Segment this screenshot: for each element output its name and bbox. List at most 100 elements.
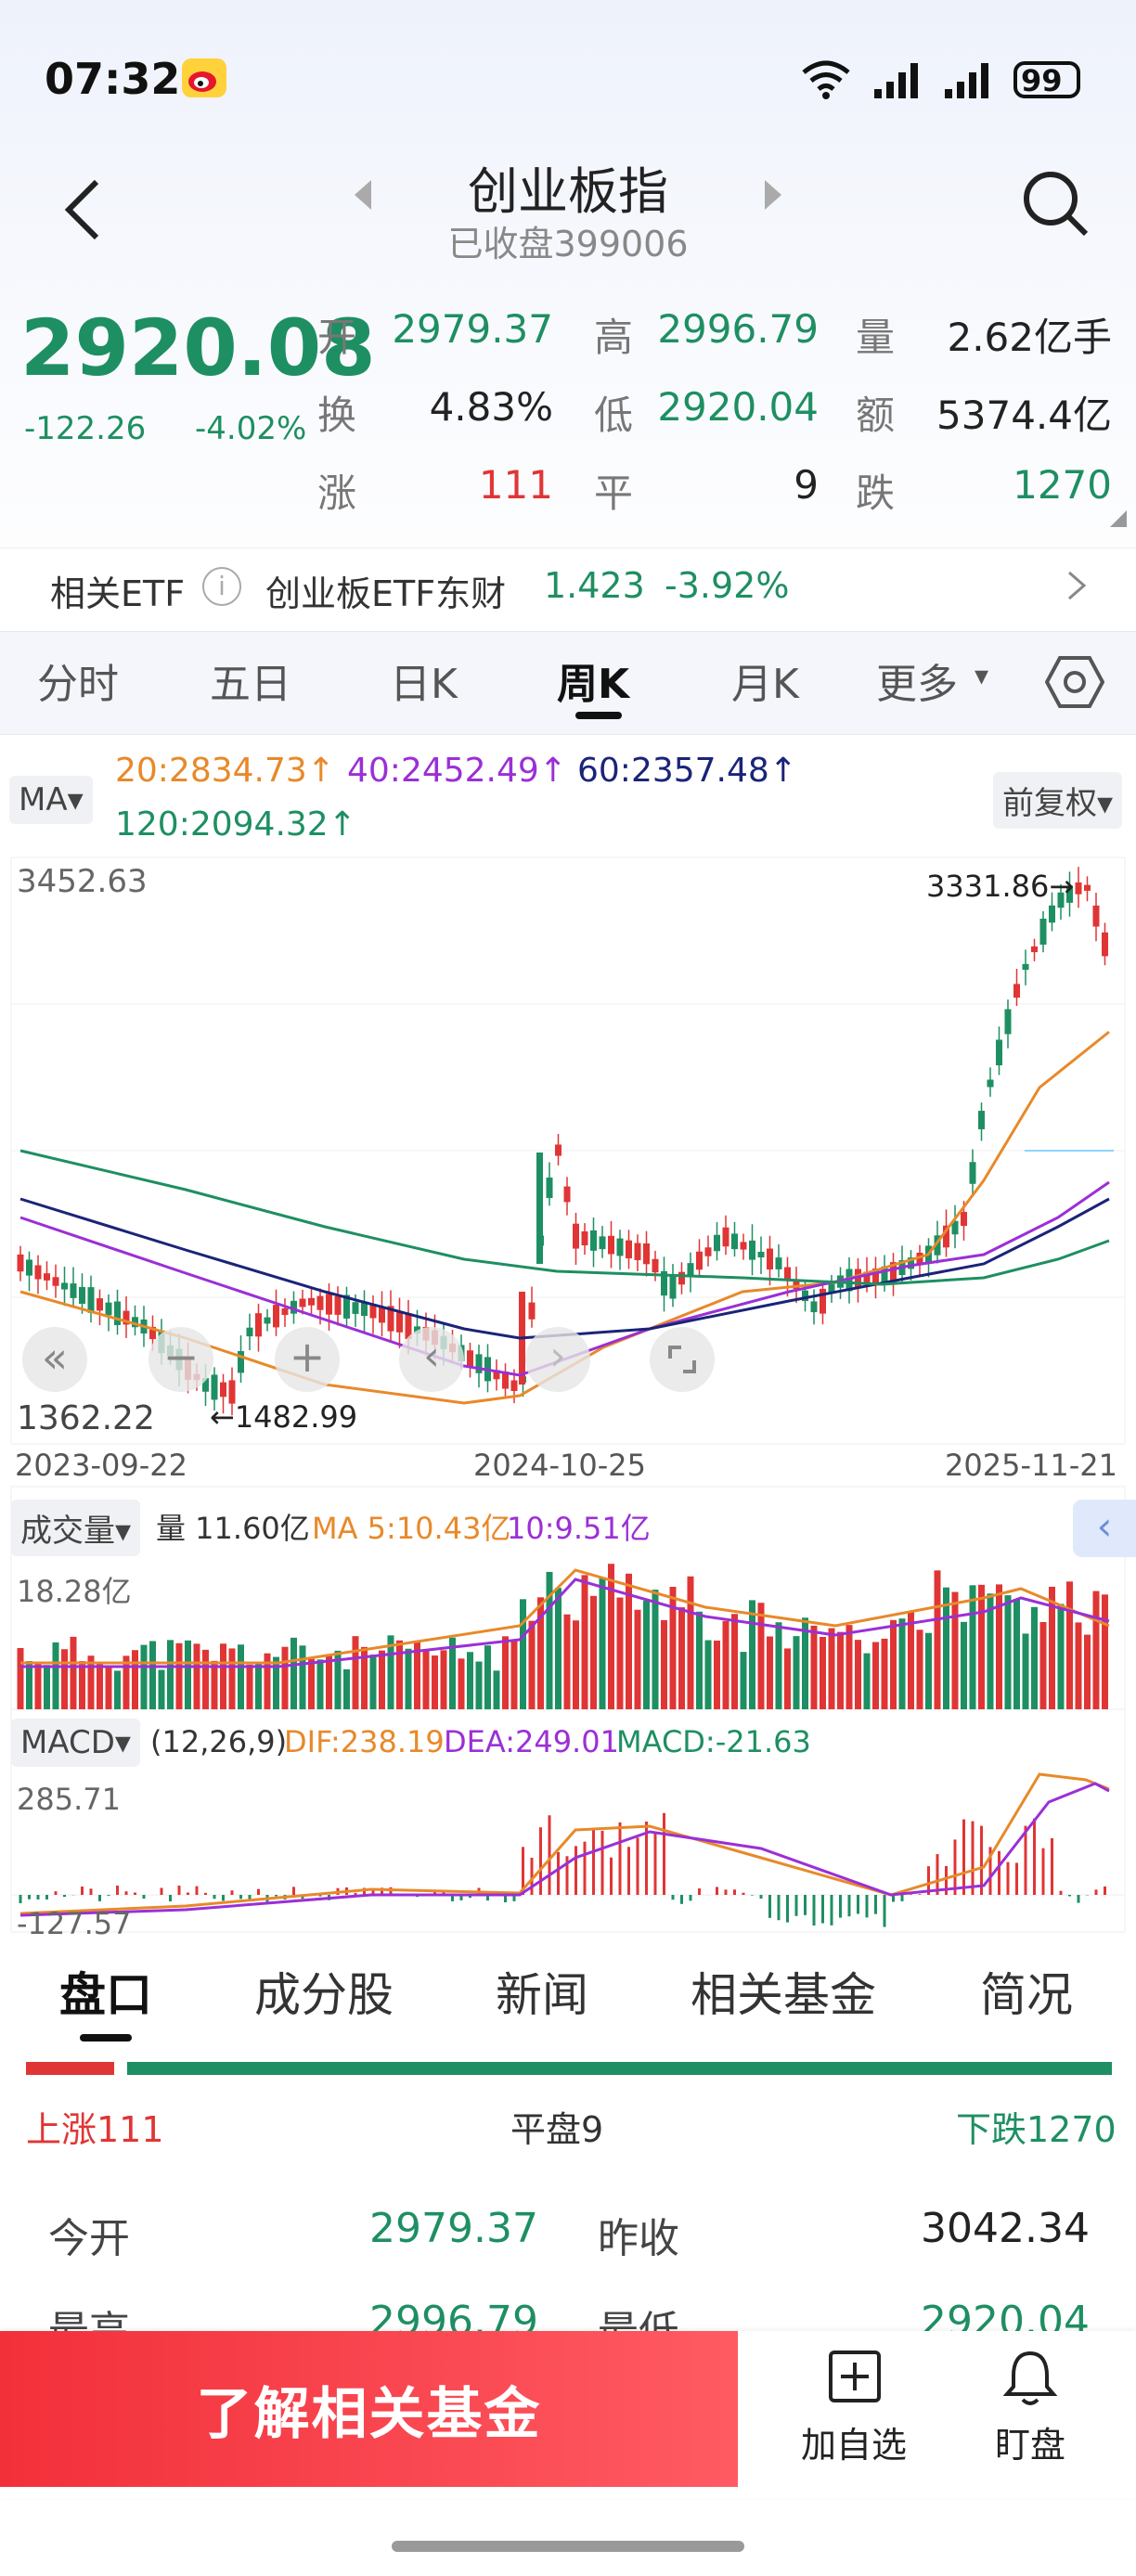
volume-bar	[175, 1642, 183, 1709]
period-tab[interactable]: 日K	[390, 661, 458, 708]
candle-body	[1013, 984, 1020, 998]
bottom-tab[interactable]: 新闻	[496, 1968, 588, 2022]
monitor-button[interactable]: 盯盘	[956, 2350, 1104, 2479]
fullscreen-icon[interactable]	[650, 1327, 715, 1392]
volume-selector[interactable]: 成交量▾	[11, 1500, 141, 1556]
bottom-tabs: 盘口 成分股 新闻 相关基金 简况	[0, 1941, 1136, 2053]
period-tab[interactable]: 月K	[731, 661, 799, 708]
volume-bar	[220, 1643, 226, 1709]
volume-bar	[467, 1652, 473, 1709]
candle-body	[387, 1306, 394, 1332]
candle-body	[810, 1301, 818, 1313]
volume-bar	[105, 1668, 112, 1709]
macd-bar	[892, 1895, 895, 1902]
pan-right-icon[interactable]: ›	[525, 1327, 590, 1392]
period-tab[interactable]: 五日	[210, 661, 291, 708]
volume-bar	[61, 1649, 68, 1709]
stat-prev-close-value: 3042.34	[921, 2205, 1090, 2252]
macd-bar	[583, 1841, 587, 1895]
macd-bar	[716, 1887, 718, 1895]
ma20-value: 20:2834.73↑	[115, 752, 335, 790]
period-tab[interactable]: 更多	[876, 661, 958, 708]
adjust-selector[interactable]: 前复权▾	[993, 772, 1123, 829]
top-background	[0, 0, 1136, 631]
macd-bar	[557, 1851, 560, 1895]
macd-bar	[81, 1887, 84, 1895]
bottom-tab[interactable]: 简况	[980, 1968, 1073, 2022]
period-tab[interactable]: 周K	[557, 661, 630, 708]
macd-bar	[592, 1828, 595, 1895]
volume-bar	[1092, 1591, 1100, 1709]
candle-body	[97, 1298, 103, 1311]
prev-index-icon[interactable]	[351, 176, 373, 217]
bottom-tab[interactable]: 成分股	[254, 1968, 394, 2022]
candle-body	[87, 1287, 95, 1313]
bottom-tab[interactable]: 盘口	[59, 1968, 152, 2022]
volume-bar	[238, 1644, 244, 1709]
candle-body	[343, 1294, 350, 1319]
ma120-value: 120:2094.32↑	[115, 805, 356, 844]
next-index-icon[interactable]	[763, 176, 785, 217]
ma-selector[interactable]: MA▾	[9, 776, 93, 824]
back-icon[interactable]	[56, 173, 111, 247]
price-change-pct: -4.02%	[195, 410, 307, 447]
volume-bar	[255, 1664, 262, 1709]
macd-bar	[124, 1891, 128, 1895]
macd-bar	[19, 1895, 22, 1904]
candle-body	[969, 1162, 976, 1184]
search-icon[interactable]	[1019, 167, 1093, 245]
volume-bar	[70, 1636, 77, 1709]
learn-funds-button[interactable]: 了解相关基金	[0, 2331, 738, 2487]
volume-bar	[820, 1637, 826, 1709]
breadth-bar	[26, 2062, 1112, 2075]
macd-params: (12,26,9)	[150, 1724, 288, 1759]
candle-body	[326, 1294, 332, 1315]
zoom-out-icon[interactable]: −	[148, 1327, 213, 1392]
macd-bar	[600, 1830, 604, 1895]
candle-body	[740, 1242, 747, 1250]
breadth-up-label: 上涨111	[26, 2109, 164, 2150]
info-icon[interactable]: i	[202, 567, 241, 606]
breadth-down-label: 下跌1270	[956, 2109, 1117, 2150]
breadth-down-bar	[127, 2062, 1112, 2075]
macd-selector[interactable]: MACD▾	[11, 1719, 140, 1767]
chart-settings-icon[interactable]	[1044, 652, 1105, 715]
macd-bar	[847, 1895, 851, 1917]
macd-dea-line	[19, 1782, 1110, 1917]
macd-bar	[768, 1895, 771, 1918]
zoom-out-fast-icon[interactable]: «	[22, 1327, 87, 1392]
collapse-panel-icon[interactable]: ‹	[1073, 1500, 1136, 1557]
candle-body	[961, 1211, 967, 1227]
candle-body	[114, 1301, 121, 1325]
macd-dif-line	[19, 1772, 1110, 1915]
volume-bar	[510, 1641, 518, 1709]
period-tab[interactable]: 分时	[37, 661, 119, 708]
candle-body	[704, 1247, 712, 1256]
pan-left-icon[interactable]: ‹	[399, 1327, 464, 1392]
volume-bar	[555, 1588, 562, 1709]
vol-ma5: MA 5:10.43亿	[312, 1511, 511, 1546]
candle-body	[634, 1243, 641, 1260]
candle-body	[757, 1251, 765, 1258]
bottom-tab[interactable]: 相关基金	[691, 1968, 876, 2022]
macd-bar	[1033, 1818, 1036, 1895]
weibo-icon	[181, 58, 227, 98]
volume-bar	[1031, 1606, 1038, 1709]
volume-bar	[669, 1587, 677, 1709]
volume-bar	[246, 1664, 253, 1709]
macd-bar	[900, 1895, 904, 1901]
quote-label: 量	[856, 315, 896, 360]
candle-body	[608, 1235, 614, 1255]
date-mid: 2024-10-25	[473, 1448, 646, 1483]
volume-bar	[652, 1590, 659, 1709]
macd-bar	[363, 1887, 366, 1895]
add-watchlist-button[interactable]: 加自选	[780, 2350, 928, 2479]
macd-value: MACD:-21.63	[616, 1724, 811, 1759]
candle-body	[581, 1230, 588, 1246]
candle-body	[396, 1312, 403, 1333]
related-etf-row[interactable]: 相关ETF i 创业板ETF东财 1.423 -3.92%	[0, 547, 1136, 623]
macd-min-label: -127.57	[17, 1906, 132, 1941]
macd-bar	[98, 1895, 101, 1901]
candle-body	[79, 1286, 85, 1305]
zoom-in-icon[interactable]: +	[275, 1327, 340, 1392]
